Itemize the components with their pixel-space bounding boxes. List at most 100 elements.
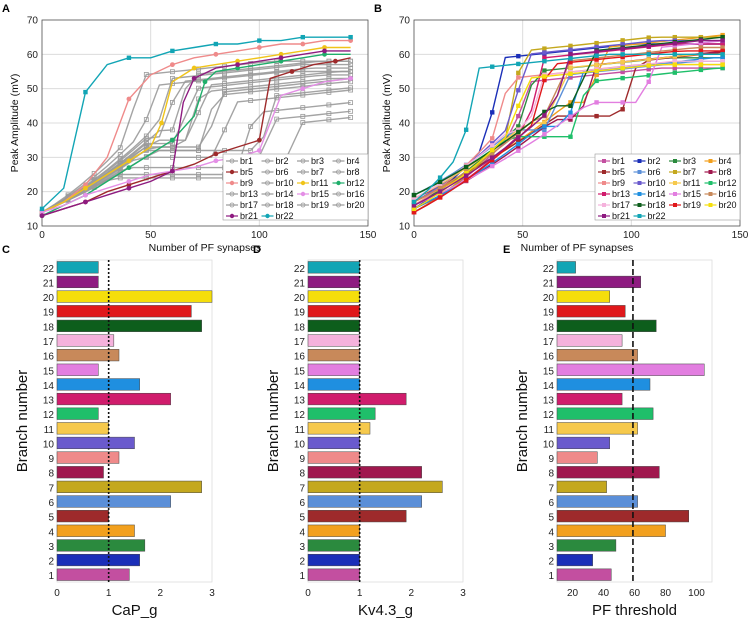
legend-label-br22: br22 xyxy=(648,211,666,221)
bar-branch-11 xyxy=(307,422,371,435)
data-point-gray-12 xyxy=(326,111,332,117)
data-point-br22 xyxy=(720,52,725,57)
data-point-br12 xyxy=(720,65,725,71)
y-tick-label-4: 4 xyxy=(299,527,305,538)
bar-branch-13 xyxy=(56,392,171,406)
legend-marker-br22 xyxy=(265,213,270,219)
data-point-br18 xyxy=(542,109,547,115)
data-point-br9 xyxy=(300,41,306,47)
bar-branch-6 xyxy=(307,495,422,508)
data-point-gray-0 xyxy=(169,69,175,75)
data-point-br22 xyxy=(300,34,305,40)
data-point-br21 xyxy=(191,75,197,81)
data-point-gray-14 xyxy=(326,87,332,93)
data-point-br16 xyxy=(490,151,495,156)
bar-branch-19 xyxy=(56,305,192,318)
x-tick-label: 2 xyxy=(409,588,415,599)
data-point-br12 xyxy=(235,65,241,71)
legend-label-br5: br5 xyxy=(612,167,625,177)
y-tick-label-11: 11 xyxy=(544,425,555,436)
data-point-br5 xyxy=(333,58,338,64)
legend-marker-br10 xyxy=(637,181,642,185)
bar-branch-8 xyxy=(307,466,422,479)
y-tick-label-3: 3 xyxy=(548,542,554,553)
series-line-br9 xyxy=(41,39,351,213)
data-point-gray-4 xyxy=(169,127,175,133)
legend-label-br16: br16 xyxy=(719,189,737,199)
data-point-br12 xyxy=(126,165,132,171)
data-point-br15 xyxy=(568,114,573,119)
data-point-br21 xyxy=(126,185,132,191)
data-point-br15 xyxy=(213,158,219,164)
legend-label-br12: br12 xyxy=(347,178,365,188)
y-tick-label-1: 1 xyxy=(299,571,305,582)
data-point-gray-14 xyxy=(348,85,354,91)
legend-marker-br6 xyxy=(637,170,642,174)
data-point-br15 xyxy=(672,43,677,49)
data-point-br4 xyxy=(568,100,573,105)
data-point-br5 xyxy=(126,182,132,188)
data-point-gray-3 xyxy=(274,69,280,74)
data-point-br22 xyxy=(620,52,625,57)
data-point-br14 xyxy=(568,110,573,115)
y-tick-label-11: 11 xyxy=(295,425,306,436)
panel-letter-d: D xyxy=(253,244,261,256)
y-tick-label-5: 5 xyxy=(48,513,54,524)
legend-marker-br1 xyxy=(229,158,235,164)
legend-label-br20: br20 xyxy=(719,200,737,210)
legend-marker-br13 xyxy=(602,192,606,196)
y-tick-label-13: 13 xyxy=(294,396,306,407)
data-point-gray-4 xyxy=(274,63,280,69)
legend-marker-br15 xyxy=(300,191,306,197)
data-point-gray-3 xyxy=(248,71,254,77)
x-tick-label: 0 xyxy=(411,230,417,241)
data-point-br17 xyxy=(720,59,725,64)
data-point-br10 xyxy=(620,42,625,47)
data-point-br21 xyxy=(646,43,651,49)
data-point-br17 xyxy=(672,59,677,64)
y-tick-label-4: 4 xyxy=(48,527,54,538)
y-tick-label-15: 15 xyxy=(43,366,55,377)
data-point-br22 xyxy=(83,89,88,95)
y-tick-label: 50 xyxy=(399,84,411,95)
data-point-br3 xyxy=(516,124,521,129)
data-point-br21 xyxy=(235,62,241,68)
bar-branch-1 xyxy=(56,568,130,581)
data-point-gray-10 xyxy=(196,154,201,160)
bar-branch-3 xyxy=(56,539,146,552)
data-point-br12 xyxy=(322,51,327,57)
bar-branch-17 xyxy=(556,334,623,347)
legend-marker-br18 xyxy=(637,203,642,207)
data-point-br7 xyxy=(620,38,625,43)
data-point-gray-4 xyxy=(348,58,354,64)
legend-label-br14: br14 xyxy=(276,189,294,199)
legend-marker-br19 xyxy=(673,203,677,207)
data-point-br21 xyxy=(490,155,495,160)
y-tick-label: 70 xyxy=(27,16,39,27)
bar-branch-19 xyxy=(556,305,626,318)
series-group xyxy=(411,32,725,215)
data-point-br21 xyxy=(542,113,547,118)
bar-branch-14 xyxy=(556,378,651,391)
data-point-br21 xyxy=(698,38,704,43)
data-point-br11 xyxy=(83,185,88,191)
bar-branch-11 xyxy=(56,422,109,435)
legend-marker-br12 xyxy=(708,181,713,185)
panel-letter-b: B xyxy=(374,3,382,15)
legend-label-br4: br4 xyxy=(347,156,360,166)
data-point-br11 xyxy=(542,120,547,126)
y-tick-label-15: 15 xyxy=(543,366,555,377)
legend-marker-br14 xyxy=(637,192,642,196)
data-point-br20 xyxy=(411,206,417,212)
series-line-br11 xyxy=(41,46,351,213)
data-point-gray-9 xyxy=(300,81,306,87)
y-tick-label: 30 xyxy=(399,153,411,164)
data-point-br12 xyxy=(278,58,284,64)
data-point-gray-14 xyxy=(169,148,175,153)
data-point-br22 xyxy=(516,61,521,67)
series-line-br15 xyxy=(41,77,351,213)
legend-label-br13: br13 xyxy=(240,189,258,199)
data-point-br21 xyxy=(437,189,443,194)
legend-marker-br7 xyxy=(300,169,306,175)
y-tick-label-21: 21 xyxy=(43,278,55,289)
